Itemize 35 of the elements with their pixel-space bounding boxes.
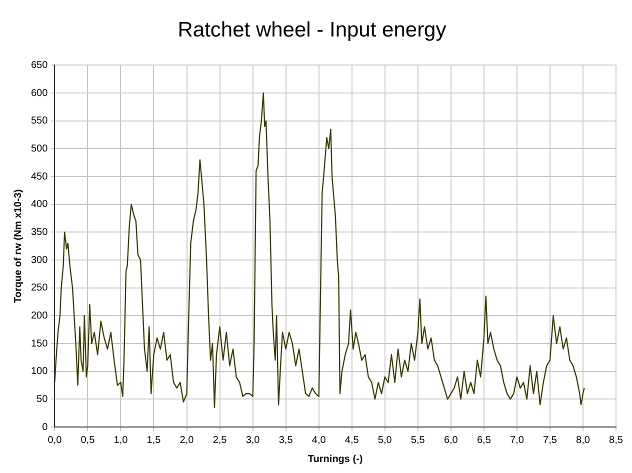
- x-axis-title: Turnings (-): [308, 454, 363, 465]
- y-tick-label: 600: [30, 88, 48, 99]
- x-tick-label: 6,0: [444, 434, 458, 446]
- y-tick-label: 50: [36, 394, 48, 405]
- x-tick-label: 1,5: [146, 434, 162, 446]
- y-tick-label: 200: [30, 310, 48, 322]
- y-tick-label: 150: [30, 338, 48, 350]
- x-tick-label: 5,5: [410, 434, 426, 446]
- x-tick-label: 7,5: [543, 434, 558, 446]
- y-tick-label: 650: [30, 60, 48, 71]
- y-tick-label: 550: [30, 116, 48, 127]
- x-tick-label: 6,5: [476, 434, 492, 446]
- x-tick-label: 2,0: [180, 434, 194, 446]
- x-tick-label: 4,0: [312, 434, 326, 446]
- chart-title: Ratchet wheel - Input energy: [178, 18, 447, 42]
- x-tick-label: 8,0: [576, 434, 590, 446]
- x-tick-label: 3,0: [246, 434, 260, 446]
- x-tick-label: 8,5: [609, 434, 624, 446]
- y-tick-label: 500: [30, 143, 48, 154]
- x-tick-label: 4,5: [344, 434, 360, 446]
- y-tick-label: 300: [30, 254, 48, 266]
- x-tick-label: 0,5: [80, 434, 96, 446]
- x-tick-label: 1,0: [114, 434, 128, 446]
- y-tick-label: 450: [30, 171, 48, 182]
- y-tick-label: 350: [30, 226, 48, 238]
- y-axis-title: Torque of rw (Nm x10-3): [12, 189, 24, 303]
- x-tick-label: 2,5: [212, 434, 228, 446]
- y-tick-label: 100: [30, 366, 48, 378]
- x-tick-label: 0,0: [48, 434, 62, 446]
- y-tick-label: 250: [30, 282, 48, 294]
- x-tick-label: 7,0: [510, 434, 524, 446]
- x-tick-label: 5,0: [378, 434, 392, 446]
- y-tick-label: 0: [42, 422, 48, 433]
- x-tick-label: 3,5: [278, 434, 294, 446]
- y-tick-label: 400: [30, 199, 48, 210]
